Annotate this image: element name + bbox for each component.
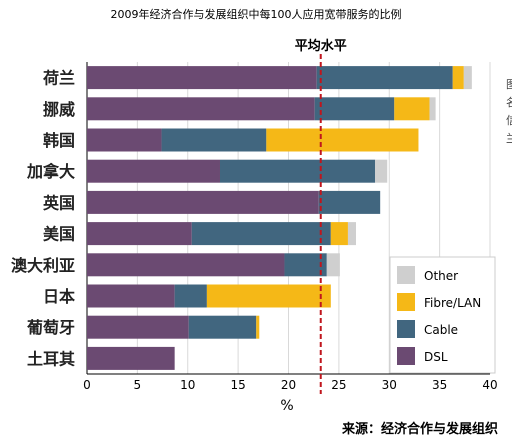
bar-other-1 <box>429 97 436 121</box>
bar-other-5 <box>347 222 357 246</box>
category-label: 英国 <box>42 193 75 212</box>
clipped-text-4: 兰 <box>506 132 512 145</box>
x-tick-label: 5 <box>134 378 142 392</box>
bar-other-0 <box>463 66 472 90</box>
bar-dsl-4 <box>87 190 319 214</box>
bar-dsl-3 <box>87 159 220 183</box>
legend-swatch <box>397 347 415 365</box>
bar-dsl-5 <box>87 222 192 246</box>
bar-fibre-lan-1 <box>394 97 430 121</box>
legend-label: Fibre/LAN <box>424 296 481 310</box>
average-line-label: 平均水平 <box>295 38 347 54</box>
category-label: 韩国 <box>43 131 75 150</box>
category-label: 美国 <box>43 225 75 244</box>
bar-cable-6 <box>284 253 327 277</box>
bar-fibre-lan-5 <box>330 222 348 246</box>
x-axis-label: % <box>280 398 293 414</box>
legend-label: Other <box>424 269 458 283</box>
bar-cable-5 <box>191 222 331 246</box>
bar-other-6 <box>326 253 340 277</box>
bar-dsl-7 <box>87 284 175 308</box>
source-note: 来源：经济合作与发展组织 <box>341 422 498 437</box>
x-tick-label: 30 <box>382 378 397 392</box>
clipped-text-1: 图 <box>506 78 512 91</box>
bar-cable-0 <box>316 66 453 90</box>
clipped-text-2: 名 <box>506 96 512 109</box>
category-label: 澳大利亚 <box>11 256 75 275</box>
bar-dsl-9 <box>87 346 175 370</box>
bar-fibre-lan-8 <box>256 315 260 339</box>
category-label: 挪威 <box>43 100 75 119</box>
x-tick-label: 25 <box>331 378 346 392</box>
x-tick-label: 35 <box>432 378 447 392</box>
bar-other-3 <box>375 159 388 183</box>
bar-cable-8 <box>188 315 257 339</box>
bar-dsl-2 <box>87 128 162 152</box>
bar-cable-1 <box>314 97 395 121</box>
bar-dsl-8 <box>87 315 189 339</box>
x-tick-label: 0 <box>83 378 91 392</box>
category-label: 加拿大 <box>26 162 75 181</box>
bar-fibre-lan-2 <box>266 128 419 152</box>
bar-cable-7 <box>174 284 207 308</box>
legend-swatch <box>397 293 415 311</box>
category-label: 土耳其 <box>27 349 75 368</box>
legend-label: DSL <box>424 350 448 364</box>
bar-fibre-lan-7 <box>206 284 331 308</box>
bar-cable-4 <box>318 190 381 214</box>
x-tick-label: 40 <box>482 378 497 392</box>
clipped-text-3: 信 <box>506 114 512 127</box>
x-tick-label: 20 <box>281 378 296 392</box>
chart-title: 2009年经济合作与发展组织中每100人应用宽带服务的比例 <box>110 8 402 21</box>
bar-cable-2 <box>161 128 267 152</box>
category-label: 日本 <box>43 287 75 306</box>
category-label: 荷兰 <box>43 69 75 88</box>
legend-label: Cable <box>424 323 458 337</box>
legend-swatch <box>397 320 415 338</box>
bar-cable-3 <box>219 159 376 183</box>
bar-dsl-6 <box>87 253 285 277</box>
x-tick-label: 10 <box>180 378 195 392</box>
bar-dsl-0 <box>87 66 317 90</box>
x-tick-label: 15 <box>230 378 245 392</box>
bar-fibre-lan-0 <box>452 66 464 90</box>
bar-dsl-1 <box>87 97 315 121</box>
legend-swatch <box>397 266 415 284</box>
category-label: 葡萄牙 <box>26 318 75 337</box>
